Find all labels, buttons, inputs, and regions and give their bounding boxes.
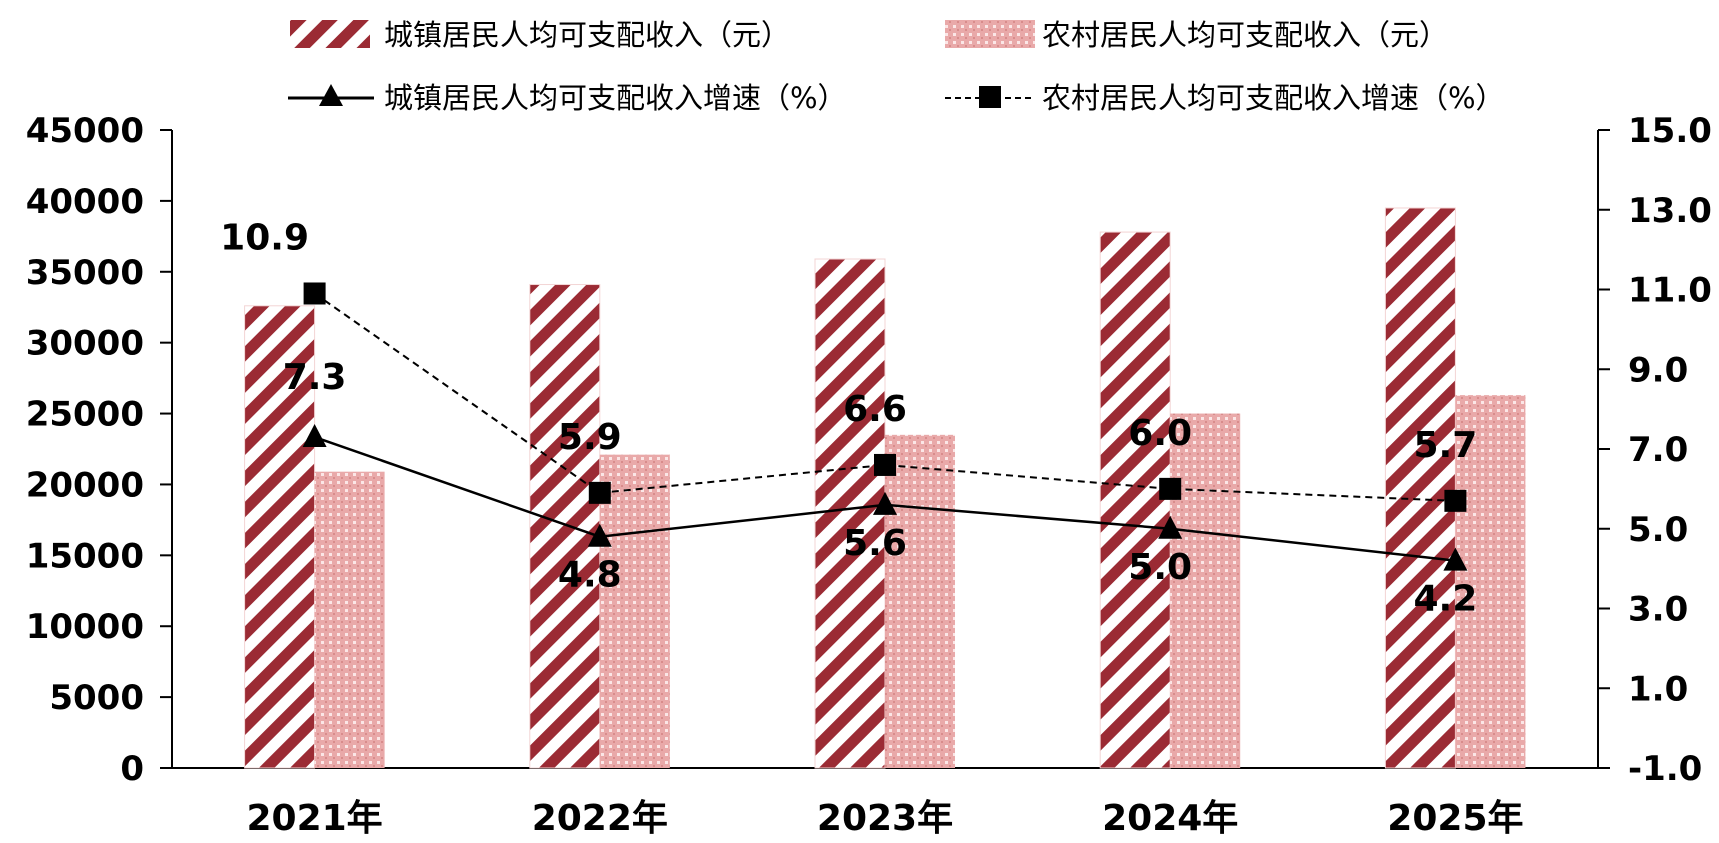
rural-growth-point — [303, 282, 326, 305]
category-label: 2025年 — [1387, 798, 1523, 839]
bar-rural-income — [314, 471, 385, 768]
bar-urban-income — [529, 284, 601, 769]
category-labels: 2021年 2022年 2023年 2024年 2025年 — [246, 798, 1523, 839]
right-axis-ticks: -1.0 1.0 3.0 5.0 7.0 9.0 11.0 13.0 15.0 — [1598, 111, 1712, 789]
legend-label-urban-income: 城镇居民人均可支配收入（元） — [384, 18, 790, 52]
left-axis-ticks: 0 5000 10000 15000 20000 25000 30000 35000 40000… — [26, 111, 172, 789]
urban-growth-point — [302, 424, 327, 448]
left-tick-label: 40000 — [26, 182, 144, 222]
legend: 城镇居民人均可支配收入（元） 农村居民人均可支配收入（元） 城镇居民人均可支配收… — [288, 18, 1505, 115]
right-tick-label: 5.0 — [1628, 510, 1688, 550]
rural-growth-label: 5.7 — [1414, 425, 1478, 466]
bar-rural-income — [599, 454, 670, 768]
right-tick-label: 13.0 — [1628, 191, 1712, 231]
bar-urban-income — [244, 305, 316, 769]
right-tick-label: 11.0 — [1628, 271, 1712, 311]
category-label: 2022年 — [532, 798, 668, 839]
legend-item-urban-growth: 城镇居民人均可支配收入增速（%） — [288, 81, 847, 115]
legend-item-urban-income: 城镇居民人均可支配收入（元） — [290, 18, 790, 52]
bar-rural-income — [1455, 395, 1526, 768]
urban-growth-label: 5.6 — [843, 523, 907, 564]
right-tick-label: 15.0 — [1628, 111, 1712, 151]
bar-urban-income — [814, 258, 886, 769]
left-tick-label: 15000 — [26, 536, 144, 576]
legend-swatch-dotted — [945, 20, 1035, 48]
data-labels: 10.9 5.9 6.6 6.0 5.7 7.3 4.8 5.6 5.0 4.2 — [220, 217, 1477, 619]
urban-growth-point — [587, 523, 612, 547]
left-tick-label: 0 — [120, 749, 144, 789]
left-tick-label: 45000 — [26, 111, 144, 151]
legend-label-urban-growth: 城镇居民人均可支配收入增速（%） — [384, 81, 847, 115]
legend-label-rural-growth: 农村居民人均可支配收入增速（%） — [1042, 81, 1505, 115]
legend-label-rural-income: 农村居民人均可支配收入（元） — [1042, 18, 1448, 52]
legend-square-marker — [979, 86, 1001, 108]
rural-growth-point — [874, 453, 896, 476]
right-tick-label: 9.0 — [1628, 350, 1688, 390]
rural-growth-line — [314, 292, 1456, 502]
rural-growth-label: 10.9 — [220, 217, 309, 258]
legend-item-rural-income: 农村居民人均可支配收入（元） — [945, 18, 1448, 52]
left-tick-label: 30000 — [26, 324, 144, 364]
rural-growth-label: 6.6 — [843, 389, 907, 430]
urban-growth-point — [1158, 515, 1183, 539]
rural-growth-label: 6.0 — [1128, 413, 1192, 454]
category-label: 2023年 — [817, 798, 953, 839]
category-label: 2024年 — [1102, 798, 1238, 839]
growth-lines — [302, 282, 1468, 571]
bar-urban-income — [1099, 231, 1171, 769]
legend-triangle-marker — [319, 84, 343, 106]
urban-growth-label: 5.0 — [1128, 547, 1192, 588]
left-tick-label: 10000 — [26, 607, 144, 647]
left-tick-label: 35000 — [26, 253, 144, 293]
rural-growth-point — [1159, 477, 1182, 500]
right-tick-label: -1.0 — [1628, 749, 1702, 789]
urban-growth-label: 7.3 — [283, 357, 347, 398]
right-tick-label: 7.0 — [1628, 430, 1688, 470]
bar-rural-income — [885, 434, 955, 768]
rural-growth-label: 5.9 — [558, 417, 622, 458]
bar-rural-income — [1170, 413, 1241, 768]
left-tick-label: 25000 — [26, 395, 144, 435]
legend-swatch-stripes — [290, 20, 370, 48]
rural-growth-point — [1444, 489, 1467, 512]
urban-growth-label: 4.2 — [1414, 579, 1478, 620]
right-tick-label: 1.0 — [1628, 669, 1688, 709]
bar-urban-income — [1384, 207, 1456, 769]
urban-growth-point — [1443, 547, 1468, 571]
left-tick-label: 20000 — [26, 465, 144, 505]
legend-item-rural-growth: 农村居民人均可支配收入增速（%） — [945, 81, 1505, 115]
rural-growth-point — [588, 481, 611, 504]
bars — [244, 207, 1526, 769]
urban-growth-label: 4.8 — [558, 555, 622, 596]
urban-growth-point — [873, 491, 897, 515]
right-tick-label: 3.0 — [1628, 590, 1688, 630]
category-label: 2021年 — [246, 798, 382, 839]
left-tick-label: 5000 — [49, 678, 144, 718]
